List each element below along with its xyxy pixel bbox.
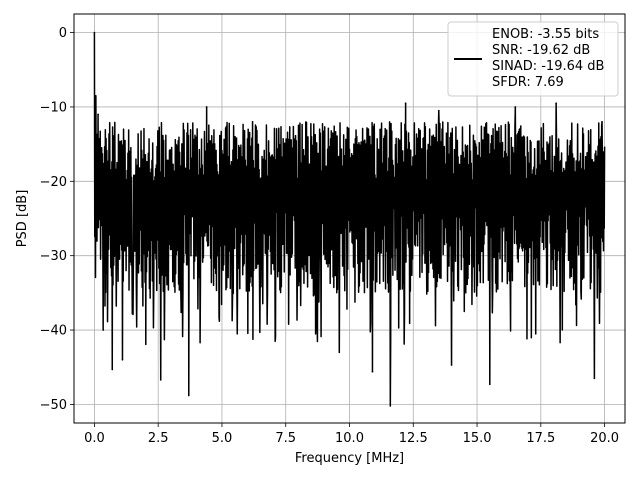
psd-peak-point bbox=[555, 102, 557, 105]
psd-peak-point bbox=[93, 31, 96, 34]
psd-peak-point bbox=[251, 121, 254, 123]
x-tick-label: 5.0 bbox=[212, 431, 233, 446]
psd-peak-point bbox=[371, 370, 374, 373]
y-tick-label: −10 bbox=[40, 100, 67, 115]
legend: ENOB: -3.55 bits SNR: -19.62 dB SINAD: -19… bbox=[447, 21, 619, 97]
psd-peak-point bbox=[236, 332, 239, 335]
x-axis-ticks: 0.0 2.5 5.0 7.5 10.0 12.5 15.0 17.5 20.0 bbox=[84, 423, 619, 446]
psd-peak-point bbox=[437, 109, 440, 112]
legend-label-line: SINAD: -19.64 dB bbox=[492, 59, 604, 74]
series-layer bbox=[93, 31, 606, 407]
psd-peak-point bbox=[489, 383, 491, 386]
y-tick-label: −40 bbox=[40, 324, 67, 339]
psd-peak-point bbox=[111, 368, 114, 371]
x-tick-label: 20.0 bbox=[590, 431, 619, 446]
psd-peak-point bbox=[159, 379, 162, 381]
psd-peak-point bbox=[404, 102, 407, 105]
psd-peak-point bbox=[534, 332, 537, 335]
y-tick-label: 0 bbox=[59, 26, 67, 41]
x-tick-label: 10.0 bbox=[335, 431, 364, 446]
x-tick-label: 17.5 bbox=[526, 431, 555, 446]
psd-peak-point bbox=[593, 377, 596, 380]
psd-peak-point bbox=[389, 405, 392, 407]
x-tick-label: 12.5 bbox=[399, 431, 428, 446]
y-tick-label: −50 bbox=[40, 398, 67, 413]
psd-peak-point bbox=[205, 106, 208, 108]
y-tick-label: −30 bbox=[40, 249, 67, 264]
psd-peak-point bbox=[338, 351, 341, 354]
x-tick-label: 7.5 bbox=[275, 431, 296, 446]
legend-label: ENOB: -3.55 bits SNR: -19.62 dB SINAD: -19… bbox=[492, 27, 604, 90]
psd-peak-point bbox=[450, 364, 453, 366]
x-tick-label: 0.0 bbox=[84, 431, 105, 446]
y-axis-ticks: 0 −10 −20 −30 −40 −50 bbox=[40, 26, 74, 413]
y-tick-label: −20 bbox=[40, 175, 67, 190]
psd-peak-point bbox=[97, 113, 100, 116]
x-axis-label: Frequency [MHz] bbox=[295, 451, 404, 466]
x-tick-label: 2.5 bbox=[148, 431, 169, 446]
psd-peak-point bbox=[94, 95, 97, 97]
y-axis-label: PSD [dB] bbox=[15, 190, 30, 248]
psd-peak-point bbox=[102, 329, 105, 331]
psd-peak-point bbox=[601, 121, 603, 123]
psd-peak-point bbox=[187, 394, 190, 397]
legend-label-line: SFDR: 7.69 bbox=[492, 75, 564, 90]
psd-peak-point bbox=[121, 358, 124, 361]
psd-peak-point bbox=[514, 106, 517, 108]
psd-series-line bbox=[93, 32, 606, 407]
legend-label-line: ENOB: -3.55 bits bbox=[492, 27, 599, 42]
x-tick-label: 15.0 bbox=[463, 431, 492, 446]
legend-box bbox=[447, 21, 619, 97]
legend-label-line: SNR: -19.62 dB bbox=[492, 43, 590, 58]
